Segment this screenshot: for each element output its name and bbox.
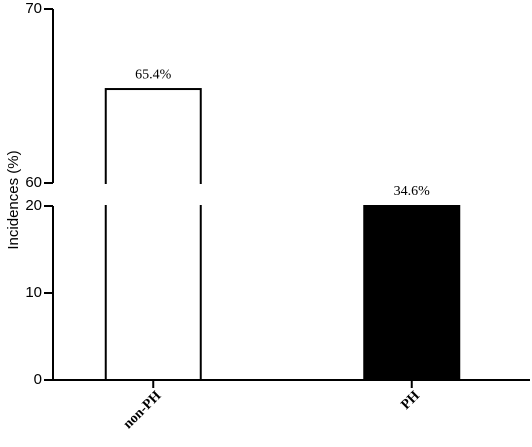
x-tick-label: PH bbox=[398, 388, 422, 412]
bar bbox=[104, 88, 202, 381]
axis-break-gap bbox=[103, 184, 203, 205]
y-tick-label: 20 bbox=[25, 197, 42, 214]
y-tick-label: 60 bbox=[25, 174, 42, 191]
y-tick-label: 10 bbox=[25, 284, 42, 301]
y-tick-label: 0 bbox=[34, 371, 42, 388]
bar bbox=[363, 205, 461, 381]
x-tick-label: non-PH bbox=[121, 388, 165, 432]
value-label: 65.4% bbox=[135, 67, 172, 82]
y-tick-label: 70 bbox=[25, 0, 42, 17]
value-label: 34.6% bbox=[394, 184, 431, 199]
y-axis-label: Incidences (%) bbox=[5, 150, 22, 249]
